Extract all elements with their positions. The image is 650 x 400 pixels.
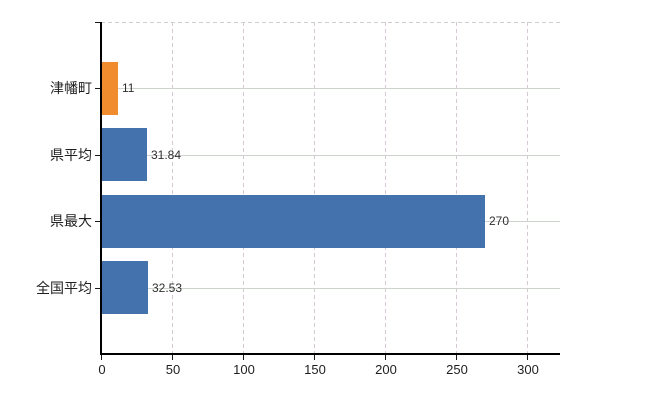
bar [102, 261, 148, 314]
gridline-horizontal [101, 155, 560, 156]
x-tick-label: 0 [98, 362, 106, 377]
gridline-vertical [527, 22, 528, 354]
x-tick-label: 300 [517, 362, 539, 377]
gridline-vertical [456, 22, 457, 354]
gridline-vertical [314, 22, 315, 354]
x-axis-tick [385, 355, 386, 360]
x-axis-line [100, 353, 560, 355]
y-axis-category-tick [95, 221, 101, 222]
gridline-vertical [385, 22, 386, 354]
bar-value-label: 270 [489, 214, 510, 228]
y-axis-category-tick [95, 88, 101, 89]
category-label: 津幡町 [50, 80, 92, 96]
gridline-vertical [172, 22, 173, 354]
x-tick-label: 100 [233, 362, 255, 377]
x-axis-tick [527, 355, 528, 360]
gridline-horizontal [101, 288, 560, 289]
category-label: 県最大 [50, 213, 92, 229]
y-axis-end-tick [95, 22, 101, 23]
x-axis-tick [243, 355, 244, 360]
bar-value-label: 31.84 [151, 148, 182, 162]
x-axis-tick [101, 355, 102, 360]
gridline-horizontal [101, 88, 560, 89]
x-axis-tick [456, 355, 457, 360]
y-axis-category-tick [95, 155, 101, 156]
bar [102, 195, 485, 248]
bar-value-label: 11 [122, 81, 135, 95]
category-label: 県平均 [50, 147, 92, 163]
plot-top-border [101, 22, 560, 23]
category-label: 全国平均 [36, 280, 92, 296]
y-axis-category-tick [95, 288, 101, 289]
x-axis-tick [314, 355, 315, 360]
x-tick-label: 250 [446, 362, 468, 377]
y-axis-line [100, 22, 102, 355]
x-tick-label: 50 [165, 362, 181, 377]
bar [102, 128, 147, 181]
x-tick-label: 150 [304, 362, 326, 377]
gridline-vertical [243, 22, 244, 354]
bar-value-label: 32.53 [152, 281, 183, 295]
x-tick-label: 200 [375, 362, 397, 377]
bar [102, 62, 118, 115]
x-axis-tick [172, 355, 173, 360]
